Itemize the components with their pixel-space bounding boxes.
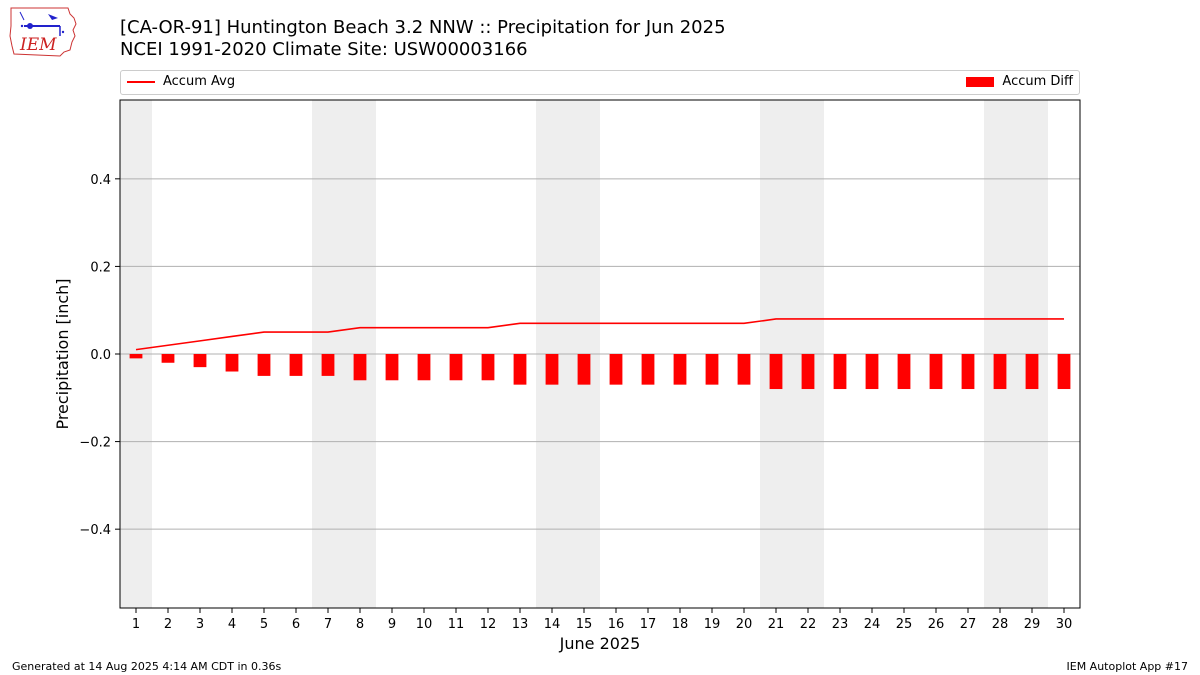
y-tick-label: −0.4 [79, 523, 111, 538]
accum-diff-bar [385, 354, 399, 381]
legend-item-accum-avg: Accum Avg [127, 74, 235, 89]
x-tick-label: 30 [1056, 617, 1073, 632]
legend-bar-swatch [966, 76, 995, 87]
accum-diff-bar [449, 354, 463, 381]
accum-diff-bar [513, 354, 527, 385]
app-label: IEM Autoplot App #17 [1066, 660, 1189, 673]
accum-diff-bar [481, 354, 495, 381]
x-tick-label: 9 [388, 617, 396, 632]
x-tick-label: 14 [544, 617, 561, 632]
x-tick-label: 24 [864, 617, 881, 632]
x-tick-label: 5 [260, 617, 268, 632]
legend-label-accum-avg: Accum Avg [163, 74, 236, 89]
legend-line-swatch [127, 80, 155, 83]
y-tick-label: 0.4 [90, 173, 111, 188]
x-tick-label: 21 [768, 617, 785, 632]
accum-diff-bar [1057, 354, 1071, 390]
x-tick-label: 15 [576, 617, 593, 632]
chart-title: [CA-OR-91] Huntington Beach 3.2 NNW :: P… [120, 17, 726, 61]
y-tick-label: 0.0 [90, 348, 111, 363]
accum-diff-bar [129, 354, 143, 359]
x-tick-label: 19 [704, 617, 721, 632]
x-tick-label: 4 [228, 617, 236, 632]
accum-diff-bar [161, 354, 175, 363]
y-axis-ticks: −0.4 −0.2 0.0 0.2 0.4 [79, 173, 120, 538]
x-tick-label: 16 [608, 617, 625, 632]
accum-diff-bar [353, 354, 367, 381]
accum-diff-bar [865, 354, 879, 390]
x-tick-label: 18 [672, 617, 689, 632]
accum-diff-bar [737, 354, 751, 385]
iem-logo: IEM [8, 6, 80, 58]
x-tick-label: 6 [292, 617, 300, 632]
x-tick-label: 27 [960, 617, 977, 632]
x-axis-ticks: 1 2 3 4 5 6 7 8 9 10 11 12 13 14 15 16 17 18 19 20 21 22 23 24 2… [132, 608, 1072, 632]
accum-diff-bar [417, 354, 431, 381]
x-tick-label: 11 [448, 617, 465, 632]
accum-diff-bar [705, 354, 719, 385]
title-line-2: NCEI 1991-2020 Climate Site: USW00003166 [120, 39, 528, 60]
accum-diff-bar [577, 354, 591, 385]
y-tick-label: −0.2 [79, 436, 111, 451]
x-tick-label: 13 [512, 617, 529, 632]
title-line-1: [CA-OR-91] Huntington Beach 3.2 NNW :: P… [120, 17, 726, 38]
x-tick-label: 29 [1024, 617, 1041, 632]
accum-diff-bar [193, 354, 207, 368]
accum-diff-bar [673, 354, 687, 385]
y-gridlines [120, 178, 1080, 530]
chart-legend: Accum Avg Accum Diff [120, 70, 1080, 95]
x-tick-label: 17 [640, 617, 657, 632]
accum-diff-bar [833, 354, 847, 390]
accum-diff-bar [641, 354, 655, 385]
x-tick-label: 7 [324, 617, 332, 632]
accum-diff-bar [993, 354, 1007, 390]
accum-diff-bar [961, 354, 975, 390]
accum-avg-series-line [135, 318, 1064, 351]
accum-diff-bar [1025, 354, 1039, 390]
x-tick-label: 22 [800, 617, 817, 632]
accum-diff-bar [289, 354, 303, 376]
x-tick-label: 28 [992, 617, 1009, 632]
logo-text: IEM [19, 35, 57, 55]
accum-diff-bar [897, 354, 911, 390]
accum-diff-bar [801, 354, 815, 390]
x-tick-label: 3 [196, 617, 204, 632]
accum-diff-bar [321, 354, 335, 376]
x-tick-label: 8 [356, 617, 364, 632]
accum-diff-bar [929, 354, 943, 390]
accum-diff-bar [225, 354, 239, 372]
accum-diff-bar [545, 354, 559, 385]
x-tick-label: 1 [132, 617, 140, 632]
x-tick-label: 2 [164, 617, 172, 632]
x-tick-label: 10 [416, 617, 433, 632]
x-tick-label: 23 [832, 617, 849, 632]
generated-timestamp: Generated at 14 Aug 2025 4:14 AM CDT in … [12, 660, 282, 673]
x-tick-label: 20 [736, 617, 753, 632]
x-tick-label: 26 [928, 617, 945, 632]
x-axis-label: June 2025 [559, 634, 641, 653]
accum-diff-bar [609, 354, 623, 385]
accum-avg-line [135, 318, 1064, 351]
accum-diff-bars [129, 354, 1071, 390]
x-tick-label: 25 [896, 617, 913, 632]
legend-item-accum-diff: Accum Diff [966, 74, 1073, 89]
legend-label-accum-diff: Accum Diff [1002, 74, 1073, 89]
y-tick-label: 0.2 [90, 260, 111, 275]
iem-iowa-logo-icon: IEM [9, 7, 77, 57]
accum-diff-bar [769, 354, 783, 390]
x-tick-label: 12 [480, 617, 497, 632]
y-axis-label: Precipitation [inch] [53, 278, 72, 429]
accum-diff-bar [257, 354, 271, 376]
